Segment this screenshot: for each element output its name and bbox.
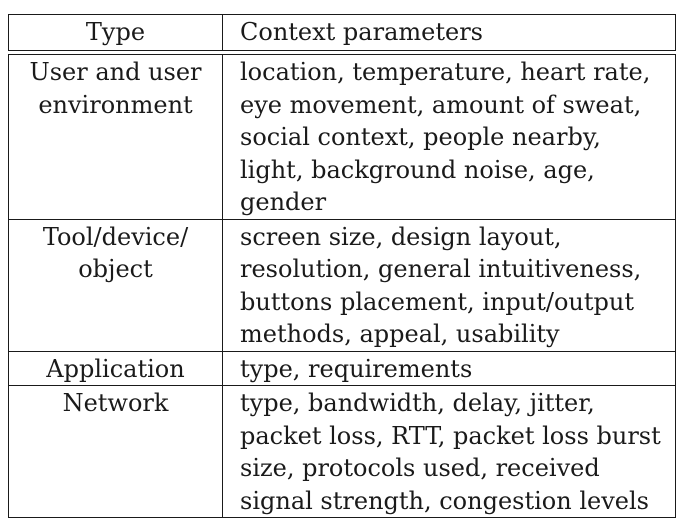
context-parameters-table: Type Context parameters User and user en… <box>8 14 676 518</box>
type-cell: Application <box>8 350 223 386</box>
context-line: resolution, general intuitiveness, <box>240 255 642 283</box>
type-line: User and user <box>29 58 202 86</box>
header-context-parameters: Context parameters <box>222 14 676 51</box>
context-line: screen size, design layout, <box>240 222 562 251</box>
type-line: environment <box>38 90 193 119</box>
table-row: Application type, requirements <box>8 350 676 386</box>
type-line: object <box>78 255 153 283</box>
context-line: methods, appeal, usability <box>240 320 560 348</box>
type-line: Application <box>46 354 185 383</box>
type-line: Tool/device/ <box>42 222 189 251</box>
context-cell: type, requirements <box>222 350 676 386</box>
type-cell: Network <box>8 385 223 518</box>
context-line: eye movement, amount of sweat, <box>240 90 642 119</box>
table-row: Network type, bandwidth, delay, jitter, … <box>8 385 676 518</box>
context-line: signal strength, congestion levels <box>240 486 649 515</box>
context-line: light, background noise, age, <box>240 155 595 184</box>
context-parameters-table-container: Type Context parameters User and user en… <box>8 14 676 518</box>
context-line: location, temperature, heart rate, <box>240 58 651 86</box>
type-cell: User and user environment <box>8 54 223 220</box>
type-cell: Tool/device/ object <box>8 218 223 352</box>
table-row: User and user environment location, temp… <box>8 54 676 220</box>
context-cell: type, bandwidth, delay, jitter, packet l… <box>222 385 676 518</box>
context-cell: location, temperature, heart rate, eye m… <box>222 54 676 220</box>
type-line: Network <box>62 389 169 417</box>
header-double-rule <box>8 50 676 55</box>
context-line: type, requirements <box>240 354 473 383</box>
context-line: social context, people nearby, <box>240 123 601 151</box>
context-line: buttons placement, input/output <box>240 287 634 316</box>
context-cell: screen size, design layout, resolution, … <box>222 218 676 352</box>
context-line: packet loss, RTT, packet loss burst <box>240 421 661 450</box>
context-line: type, bandwidth, delay, jitter, <box>240 389 595 417</box>
table-header-row: Type Context parameters <box>8 14 676 51</box>
context-line: gender <box>240 188 327 216</box>
header-type: Type <box>8 14 223 51</box>
table-row: Tool/device/ object screen size, design … <box>8 218 676 352</box>
context-line: size, protocols used, received <box>240 454 600 482</box>
